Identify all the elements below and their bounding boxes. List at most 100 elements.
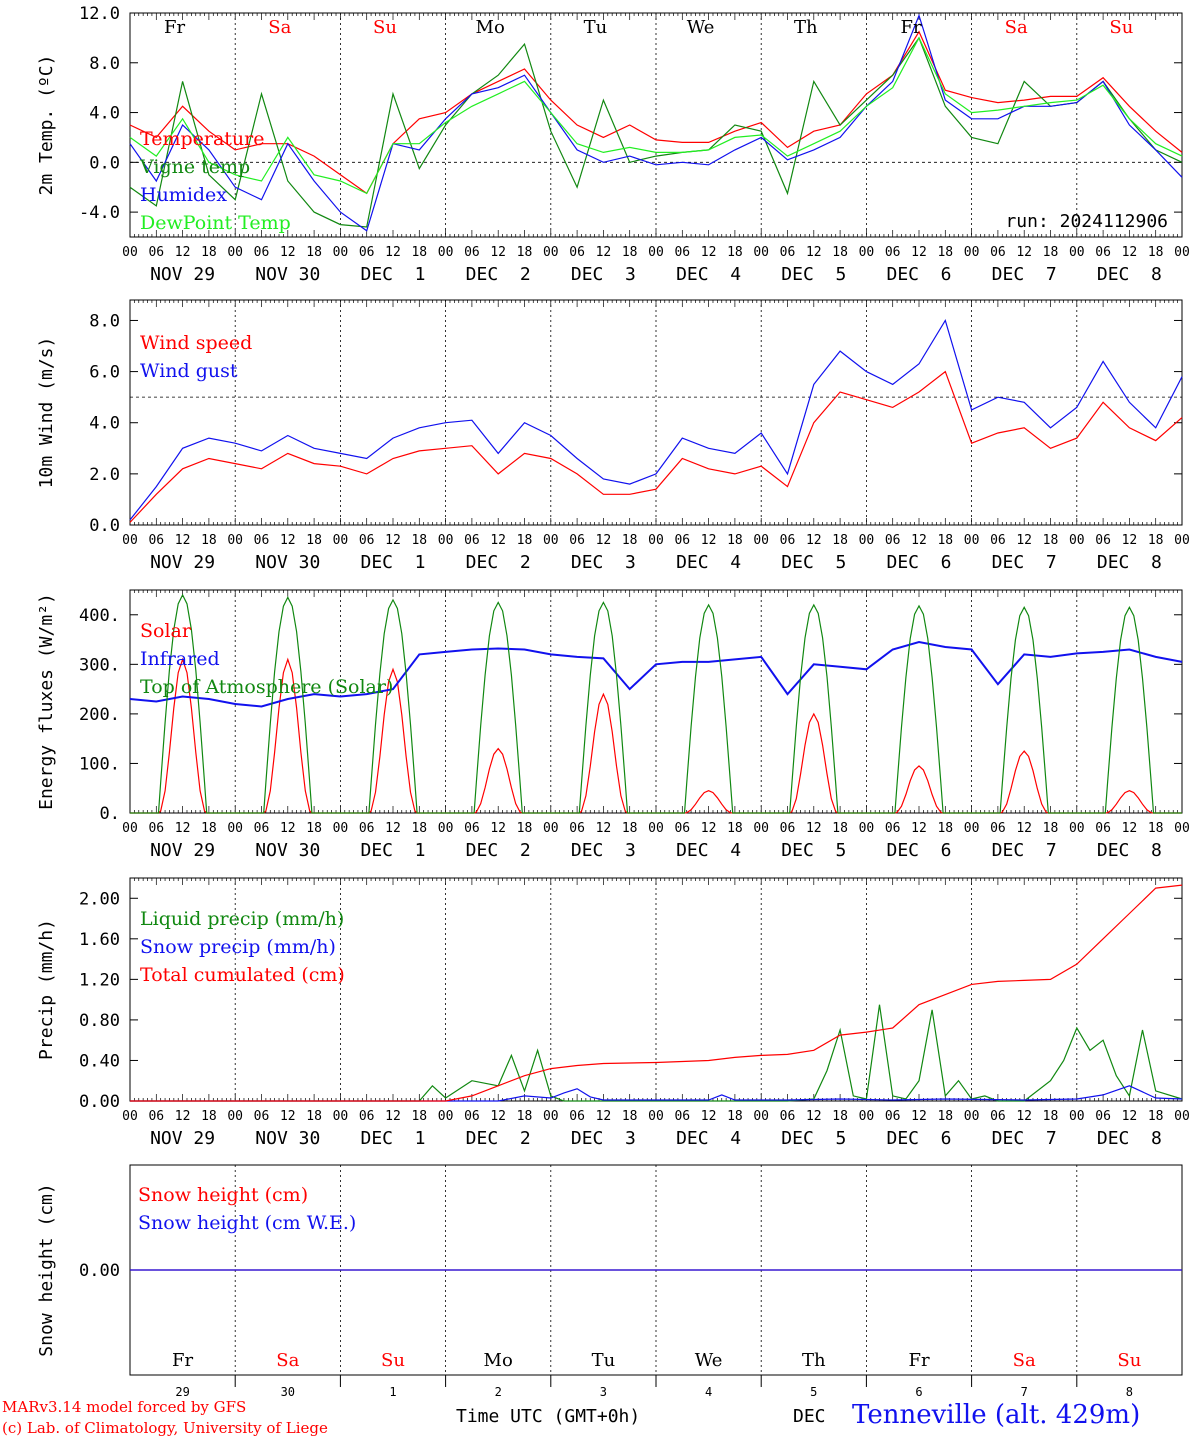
- series-line-top-of-atmosphere-solar-: [130, 593, 1182, 814]
- panel-snow: [129, 1164, 1183, 1387]
- series-line-vigne-temp: [129, 36, 1183, 228]
- legend-entry: Snow height (cm W.E.): [138, 1212, 356, 1234]
- hour-label: 12: [806, 821, 822, 836]
- y-axis-label: 10m Wind (m/s): [36, 337, 57, 489]
- hour-label: 00: [438, 1109, 454, 1124]
- hour-label: 18: [306, 1109, 322, 1124]
- hour-label: 00: [1069, 1109, 1085, 1124]
- hour-label: 18: [832, 1109, 848, 1124]
- hour-label: 00: [859, 1109, 875, 1124]
- date-label: DEC 6: [886, 552, 951, 573]
- hour-label: 06: [464, 245, 480, 260]
- run-annotation: run: 2024112906: [1005, 211, 1168, 232]
- hour-label: 12: [1016, 821, 1032, 836]
- hour-label: 12: [1122, 1109, 1138, 1124]
- hour-label: 12: [911, 821, 927, 836]
- weekday-label: Su: [1109, 17, 1133, 38]
- weekday-label: Mo: [484, 1350, 513, 1371]
- date-label: DEC 2: [466, 1128, 531, 1149]
- date-label: DEC 1: [360, 552, 425, 573]
- hour-label: 12: [280, 821, 296, 836]
- hour-label: 00: [964, 245, 980, 260]
- hour-label: 12: [490, 1109, 506, 1124]
- date-label: DEC 3: [571, 264, 636, 285]
- date-label: DEC 7: [992, 840, 1057, 861]
- y-tick-label: 2.0: [89, 465, 120, 485]
- date-label: DEC 8: [1097, 264, 1162, 285]
- hour-label: 18: [517, 821, 533, 836]
- hour-label: 00: [333, 533, 349, 548]
- hour-label: 18: [306, 533, 322, 548]
- footer-copyright: (c) Lab. of Climatology, University of L…: [2, 1419, 328, 1437]
- y-tick-label: 8.0: [89, 311, 120, 331]
- hour-label: 12: [1016, 533, 1032, 548]
- legend-entry: Liquid precip (mm/h): [140, 908, 344, 930]
- weekday-label: We: [687, 17, 715, 38]
- hour-label: 00: [964, 821, 980, 836]
- hour-label: 18: [727, 533, 743, 548]
- hour-label: 06: [148, 821, 164, 836]
- hour-label: 00: [227, 245, 243, 260]
- y-tick-label: 300.: [79, 655, 120, 675]
- hour-label: 18: [727, 245, 743, 260]
- hour-label: 12: [1122, 533, 1138, 548]
- legend-entry: Infrared: [140, 648, 220, 670]
- hour-label: 12: [1016, 1109, 1032, 1124]
- hour-label: 18: [201, 1109, 217, 1124]
- legend-entry: Solar: [140, 620, 192, 642]
- weekday-label: Tu: [584, 17, 608, 38]
- date-label: NOV 30: [255, 552, 320, 573]
- hour-label: 00: [1174, 1109, 1190, 1124]
- hour-label: 12: [596, 245, 612, 260]
- day-number: 7: [1021, 1385, 1028, 1399]
- hour-label: 12: [701, 821, 717, 836]
- hour-label: 06: [674, 1109, 690, 1124]
- hour-label: 00: [648, 533, 664, 548]
- date-label: DEC 5: [781, 552, 846, 573]
- hour-label: 06: [1095, 245, 1111, 260]
- hour-label: 00: [227, 1109, 243, 1124]
- date-label: DEC 3: [571, 1128, 636, 1149]
- y-axis-label: Energy fluxes (W/m²): [36, 593, 57, 810]
- date-label: DEC 4: [676, 1128, 741, 1149]
- hour-label: 12: [596, 533, 612, 548]
- weekday-label: Fr: [908, 1350, 929, 1371]
- y-tick-label: 0.0: [89, 153, 120, 173]
- hour-label: 18: [937, 245, 953, 260]
- hour-label: 00: [122, 245, 138, 260]
- y-axis-label: Precip (mm/h): [36, 919, 57, 1060]
- hour-label: 06: [674, 245, 690, 260]
- hour-label: 12: [1122, 245, 1138, 260]
- hour-label: 12: [911, 1109, 927, 1124]
- hour-label: 06: [780, 821, 796, 836]
- y-tick-label: 6.0: [89, 363, 120, 383]
- hour-label: 06: [254, 533, 270, 548]
- hour-label: 00: [438, 821, 454, 836]
- hour-label: 06: [359, 533, 375, 548]
- weekday-label: Fr: [900, 17, 921, 38]
- legend-entry: Wind gust: [140, 360, 238, 382]
- date-label: DEC 7: [992, 264, 1057, 285]
- hour-label: 12: [280, 245, 296, 260]
- hour-label: 00: [648, 1109, 664, 1124]
- month-label: DEC: [793, 1406, 826, 1427]
- y-tick-label: 1.60: [79, 930, 120, 950]
- hour-label: 06: [780, 245, 796, 260]
- hour-label: 06: [990, 1109, 1006, 1124]
- hour-label: 12: [175, 821, 191, 836]
- date-label: DEC 1: [360, 264, 425, 285]
- hour-label: 12: [490, 821, 506, 836]
- hour-label: 00: [122, 821, 138, 836]
- hour-label: 12: [1016, 245, 1032, 260]
- hour-label: 00: [753, 1109, 769, 1124]
- weekday-label: Sa: [268, 17, 291, 38]
- hour-label: 06: [569, 1109, 585, 1124]
- date-label: NOV 29: [150, 552, 215, 573]
- hour-label: 18: [1043, 1109, 1059, 1124]
- hour-label: 18: [727, 1109, 743, 1124]
- date-label: DEC 2: [466, 840, 531, 861]
- hour-label: 06: [885, 821, 901, 836]
- hour-label: 18: [411, 1109, 427, 1124]
- series-line-humidex: [129, 13, 1183, 232]
- day-number: 29: [175, 1385, 189, 1399]
